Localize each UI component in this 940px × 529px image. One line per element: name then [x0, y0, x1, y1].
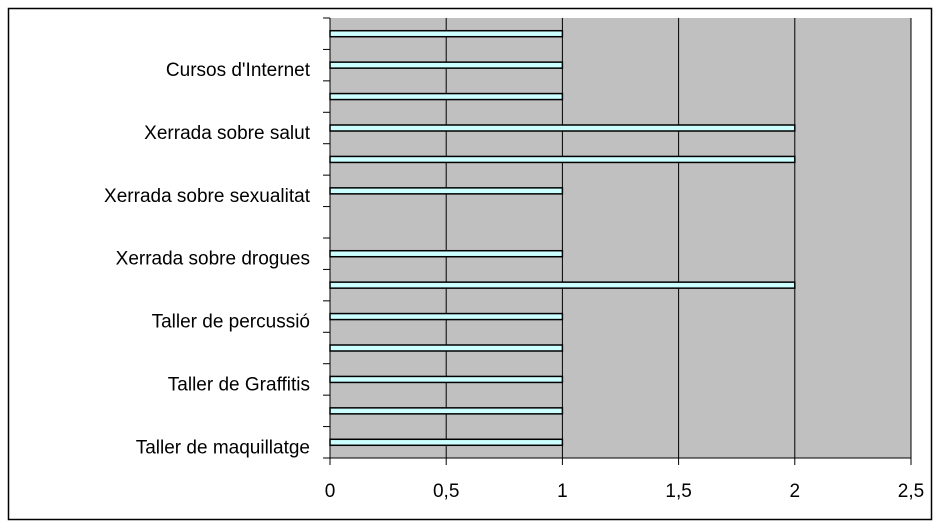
bar	[329, 61, 564, 69]
bar	[329, 281, 796, 289]
plot-area	[330, 18, 911, 458]
bar	[329, 29, 564, 38]
bar	[329, 249, 564, 258]
x-tick-label: 1,5	[665, 481, 691, 502]
x-tick-label: 1	[557, 481, 568, 502]
y-tick-label: Cursos d'Internet	[166, 60, 311, 81]
bar	[329, 344, 564, 352]
bar	[329, 124, 796, 132]
y-tick-label: Xerrada sobre drogues	[116, 249, 310, 270]
bar	[329, 92, 564, 101]
y-tick-label: Taller de maquillatge	[136, 437, 310, 458]
x-tick-label: 2	[790, 481, 801, 502]
y-tick-label: Taller de Graffitis	[168, 374, 310, 395]
x-tick-label: 0	[325, 481, 336, 502]
y-tick-label: Xerrada sobre sexualitat	[104, 186, 311, 207]
bar	[329, 438, 564, 447]
bar	[329, 407, 564, 415]
y-tick-label: Xerrada sobre salut	[144, 123, 311, 144]
bar	[329, 375, 564, 384]
bar	[329, 155, 796, 164]
bar	[329, 312, 564, 321]
x-tick-label: 2,5	[898, 481, 924, 502]
x-tick-label: 0,5	[433, 481, 459, 502]
bar	[329, 187, 564, 195]
y-tick-label: Taller de percussió	[152, 312, 310, 333]
